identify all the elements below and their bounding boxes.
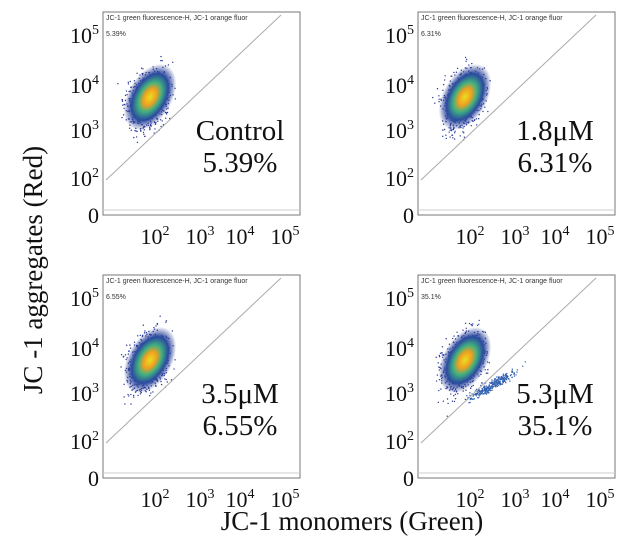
panel-percent: 6.55%: [203, 410, 278, 442]
tick-label: 102: [141, 224, 170, 249]
tick-label: 105: [70, 286, 99, 311]
panel: JC-1 green fluorescence-H, JC-1 orange f…: [385, 274, 616, 512]
tick-label: 104: [226, 224, 255, 249]
panel-label: 3.5μM: [201, 378, 279, 410]
panel-header: JC-1 green fluorescence-H, JC-1 orange f…: [106, 278, 248, 285]
tick-label: 102: [141, 487, 170, 512]
tick-label: 102: [385, 166, 414, 191]
density-cloud: [435, 319, 526, 417]
panel-percent: 6.31%: [518, 147, 593, 179]
tick-label: 105: [70, 23, 99, 48]
tick-label: 105: [385, 286, 414, 311]
tick-label: 0: [88, 466, 99, 491]
panel: JC-1 green fluorescence-H, JC-1 orange f…: [70, 274, 301, 512]
density-cloud: [117, 55, 177, 144]
tick-label: 0: [88, 203, 99, 228]
gate-percent: 35.1%: [421, 294, 441, 301]
tick-label: 102: [70, 166, 99, 191]
tick-label: 103: [186, 224, 215, 249]
gate-percent: 6.31%: [421, 31, 441, 38]
panel-header: JC-1 green fluorescence-H, JC-1 orange f…: [421, 278, 563, 285]
gate-percent: 5.39%: [106, 31, 126, 38]
tick-label: 104: [541, 487, 570, 512]
tick-label: 103: [385, 118, 414, 143]
tick-label: 105: [586, 487, 615, 512]
gate-line: [420, 277, 597, 444]
tick-label: 103: [70, 118, 99, 143]
tick-label: 105: [385, 23, 414, 48]
tick-label: 102: [70, 429, 99, 454]
gate-line: [105, 277, 282, 444]
panel-header: JC-1 green fluorescence-H, JC-1 orange f…: [421, 15, 563, 22]
tick-label: 104: [541, 224, 570, 249]
tick-label: 102: [456, 487, 485, 512]
panel-label: Control: [196, 115, 285, 147]
panel-percent: 35.1%: [518, 410, 593, 442]
x-axis-label: JC-1 monomers (Green): [221, 506, 483, 536]
gate-percent: 6.55%: [106, 294, 126, 301]
tick-label: 103: [70, 381, 99, 406]
y-axis-label: JC -1 aggregates (Red): [18, 146, 48, 394]
tick-label: 102: [456, 224, 485, 249]
density-cloud: [432, 56, 492, 141]
tick-label: 104: [385, 73, 414, 98]
gate-line: [420, 14, 597, 181]
tick-label: 103: [385, 381, 414, 406]
tick-label: 105: [271, 224, 300, 249]
panel: JC-1 green fluorescence-H, JC-1 orange f…: [70, 11, 301, 249]
gate-line: [105, 14, 282, 181]
tick-label: 104: [385, 336, 414, 361]
panel-label: 5.3μM: [516, 378, 594, 410]
tick-label: 103: [501, 487, 530, 512]
tick-label: 102: [385, 429, 414, 454]
tick-label: 104: [70, 73, 99, 98]
tick-label: 104: [226, 487, 255, 512]
panel-header: JC-1 green fluorescence-H, JC-1 orange f…: [106, 15, 248, 22]
tick-label: 103: [186, 487, 215, 512]
tick-label: 105: [586, 224, 615, 249]
tick-label: 0: [403, 203, 414, 228]
tick-label: 104: [70, 336, 99, 361]
density-cloud: [120, 315, 177, 405]
panel-percent: 5.39%: [203, 147, 278, 179]
tick-label: 0: [403, 466, 414, 491]
panel: JC-1 green fluorescence-H, JC-1 orange f…: [385, 11, 616, 249]
tick-label: 105: [271, 487, 300, 512]
panel-label: 1.8μM: [516, 115, 594, 147]
tick-label: 103: [501, 224, 530, 249]
